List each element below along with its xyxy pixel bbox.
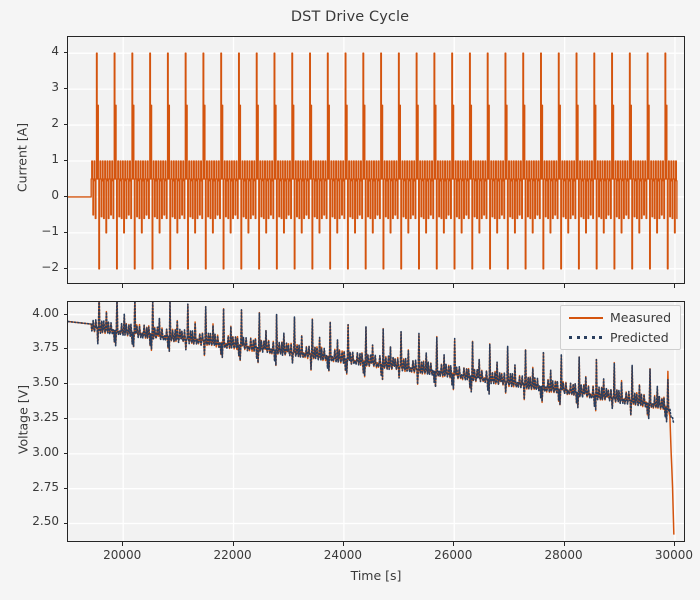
legend-entry-measured: Measured — [561, 308, 682, 328]
x-tick-label: 30000 — [654, 548, 694, 562]
current-plot-svg — [68, 37, 684, 283]
voltage-legend: Measured Predicted — [560, 305, 681, 350]
y-tickmark — [63, 487, 67, 489]
y-tickmark — [63, 348, 67, 350]
current-plot-area — [67, 36, 685, 284]
x-tickmark — [342, 284, 344, 288]
x-tickmark — [674, 542, 675, 546]
legend-dot — [569, 336, 572, 339]
y-tick-label: 0 — [51, 187, 59, 202]
y-tick-label: 3 — [51, 80, 59, 95]
y-tickmark — [63, 267, 67, 269]
y-tick-label: 3.75 — [32, 340, 59, 355]
y-tick-label: −1 — [41, 223, 59, 238]
x-tick-label: 24000 — [323, 548, 362, 562]
x-tick-label: 28000 — [544, 548, 583, 562]
y-tickmark — [63, 418, 67, 419]
y-tickmark — [63, 52, 67, 54]
legend-dot — [576, 336, 580, 339]
x-tickmark — [232, 542, 234, 546]
y-tickmark — [63, 452, 67, 454]
y-tick-label: 2.50 — [32, 514, 59, 529]
y-tick-label: 3.00 — [32, 444, 59, 459]
x-tickmark — [563, 542, 565, 546]
y-tick-label: 2 — [51, 116, 59, 131]
x-tick-label: 26000 — [434, 548, 473, 562]
x-tickmark — [563, 284, 565, 288]
x-tickmark — [674, 284, 675, 288]
legend-dot — [591, 336, 595, 339]
x-tickmark — [342, 542, 344, 546]
y-tickmark — [63, 383, 67, 385]
x-tick-label: 22000 — [213, 548, 252, 562]
y-tickmark — [63, 313, 67, 315]
y-tickmark — [63, 88, 67, 90]
y-tick-label: 3.25 — [32, 410, 59, 425]
y-tick-label: −2 — [41, 259, 59, 274]
y-tickmark — [63, 195, 67, 197]
y-tickmark — [63, 160, 67, 161]
x-tickmark — [122, 542, 124, 546]
legend-label-measured: Measured — [610, 310, 672, 325]
legend-entry-predicted: Predicted — [561, 328, 682, 348]
x-tickmark — [453, 284, 455, 288]
x-tickmark — [232, 284, 234, 288]
legend-line-measured — [569, 317, 603, 319]
y-tickmark — [63, 522, 67, 524]
x-tickmark — [122, 284, 124, 288]
legend-line-predicted — [569, 336, 603, 339]
x-tickmark — [453, 542, 455, 546]
y-tick-label: 1 — [51, 152, 59, 166]
legend-label-predicted: Predicted — [610, 330, 669, 345]
y-tickmark — [63, 124, 67, 126]
legend-dot — [599, 336, 602, 339]
y-tick-label: 4 — [51, 44, 59, 59]
y-tick-label: 2.75 — [32, 479, 59, 494]
time-axis-label: Time [s] — [350, 568, 402, 583]
y-tick-label: 3.50 — [32, 375, 59, 390]
legend-dot — [584, 336, 587, 339]
x-tick-label: 20000 — [103, 548, 142, 562]
y-tick-label: 4.00 — [32, 305, 59, 320]
y-tickmark — [63, 231, 67, 233]
figure-title: DST Drive Cycle — [290, 9, 410, 25]
